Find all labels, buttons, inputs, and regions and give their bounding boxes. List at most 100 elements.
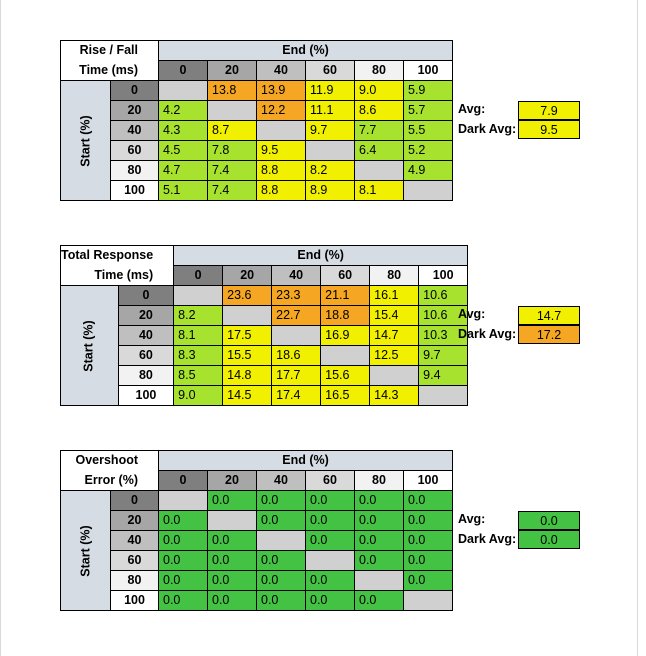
column-header: 0 [158,470,208,491]
data-cell: 0.0 [207,570,257,591]
data-cell: 0.0 [354,490,404,511]
data-cell: 0.0 [256,550,306,571]
row-axis-label: Start (%) [60,490,111,611]
data-cell: 21.1 [320,285,371,306]
data-cell: 0.0 [403,570,453,591]
data-cell: 0.0 [158,530,208,551]
column-header: 40 [256,60,306,81]
row-header: 100 [110,180,159,201]
row-header: 100 [117,385,175,406]
data-cell: 0.0 [354,530,404,551]
table-row: Start (%) 0 0.0 0.0 0.0 0.0 0.0 [60,490,453,611]
empty-cell [354,160,404,181]
row-header: 20 [110,510,159,531]
row-header: 40 [117,325,175,346]
empty-cell [207,100,257,121]
data-cell: 23.3 [271,285,322,306]
data-cell: 0.0 [354,590,404,611]
data-cell: 22.7 [271,305,322,326]
empty-cell [173,285,224,306]
table-title-line1: Total Response [59,245,175,266]
data-cell: 0.0 [305,590,355,611]
heatmap-table: Rise / Fall End (%) Time (ms) 0 20 40 60 80 100 S… [60,40,453,201]
avg-label: Avg: [458,512,486,526]
table-row: 80 4.7 7.4 8.8 8.2 4.9 [61,160,453,181]
data-cell: 8.5 [173,365,224,386]
data-cell: 0.0 [158,510,208,531]
data-cell: 8.6 [354,100,404,121]
data-cell: 17.5 [222,325,273,346]
empty-cell [369,365,420,386]
table-title-line2: Time (ms) [60,60,159,81]
data-cell: 8.7 [207,120,257,141]
row-header: 40 [110,120,159,141]
column-header: 0 [158,60,208,81]
avg-value: 0.0 [518,511,580,530]
data-cell: 9.7 [305,120,355,141]
column-header: 40 [271,265,322,286]
data-cell: 0.0 [305,510,355,531]
row-header: 80 [110,570,159,591]
table-row: 60 8.3 15.5 18.6 12.5 9.7 [61,345,469,366]
data-cell: 5.1 [158,180,208,201]
row-axis-label: Start (%) [60,80,111,201]
row-header: 0 [110,80,159,101]
column-header: 60 [320,265,371,286]
table-title-line2: Time (ms) [59,265,175,286]
row-header: 0 [110,490,159,511]
data-cell: 23.6 [222,285,273,306]
data-cell: 0.0 [158,590,208,611]
table-row: 80 8.5 14.8 17.7 15.6 9.4 [61,365,469,386]
row-header: 80 [117,365,175,386]
avg-value: 7.9 [518,101,580,120]
row-header: 0 [117,285,175,306]
data-cell: 15.4 [369,305,420,326]
data-cell: 0.0 [403,510,453,531]
data-cell: 10.3 [418,325,469,346]
table-row: 100 0.0 0.0 0.0 0.0 0.0 [61,590,453,611]
data-cell: 4.7 [158,160,208,181]
data-cell: 9.7 [418,345,469,366]
data-cell: 10.6 [418,285,469,306]
data-cell: 7.4 [207,180,257,201]
right-frame-line [637,0,638,656]
column-axis-label: End (%) [173,245,469,266]
data-cell: 0.0 [305,570,355,591]
dark-avg-label: Dark Avg: [458,327,517,341]
empty-cell [256,120,306,141]
dark-avg-label: Dark Avg: [458,532,517,546]
data-cell: 0.0 [207,550,257,571]
data-cell: 14.7 [369,325,420,346]
data-cell: 17.4 [271,385,322,406]
empty-cell [305,140,355,161]
empty-cell [320,345,371,366]
data-cell: 14.5 [222,385,273,406]
empty-cell [256,530,306,551]
data-cell: 4.2 [158,100,208,121]
column-header: 60 [305,60,355,81]
empty-cell [403,590,453,611]
data-cell: 0.0 [403,530,453,551]
data-cell: 11.1 [305,100,355,121]
column-header: 20 [207,470,257,491]
data-cell: 9.0 [173,385,224,406]
data-cell: 0.0 [158,570,208,591]
data-cell: 9.0 [354,80,404,101]
empty-cell [354,570,404,591]
empty-cell [158,490,208,511]
empty-cell [305,550,355,571]
data-cell: 0.0 [207,490,257,511]
data-cell: 0.0 [354,550,404,571]
data-cell: 0.0 [158,550,208,571]
table-row: Start (%) 0 13.8 13.9 11.9 9.0 5.9 [60,80,453,201]
dark-avg-value: 0.0 [518,530,580,549]
row-header: 60 [117,345,175,366]
empty-cell [418,385,469,406]
data-cell: 0.0 [207,590,257,611]
data-cell: 4.3 [158,120,208,141]
data-cell: 15.6 [320,365,371,386]
column-axis-label: End (%) [158,450,453,471]
empty-cell [207,510,257,531]
data-cell: 0.0 [207,530,257,551]
avg-label: Avg: [458,307,486,321]
